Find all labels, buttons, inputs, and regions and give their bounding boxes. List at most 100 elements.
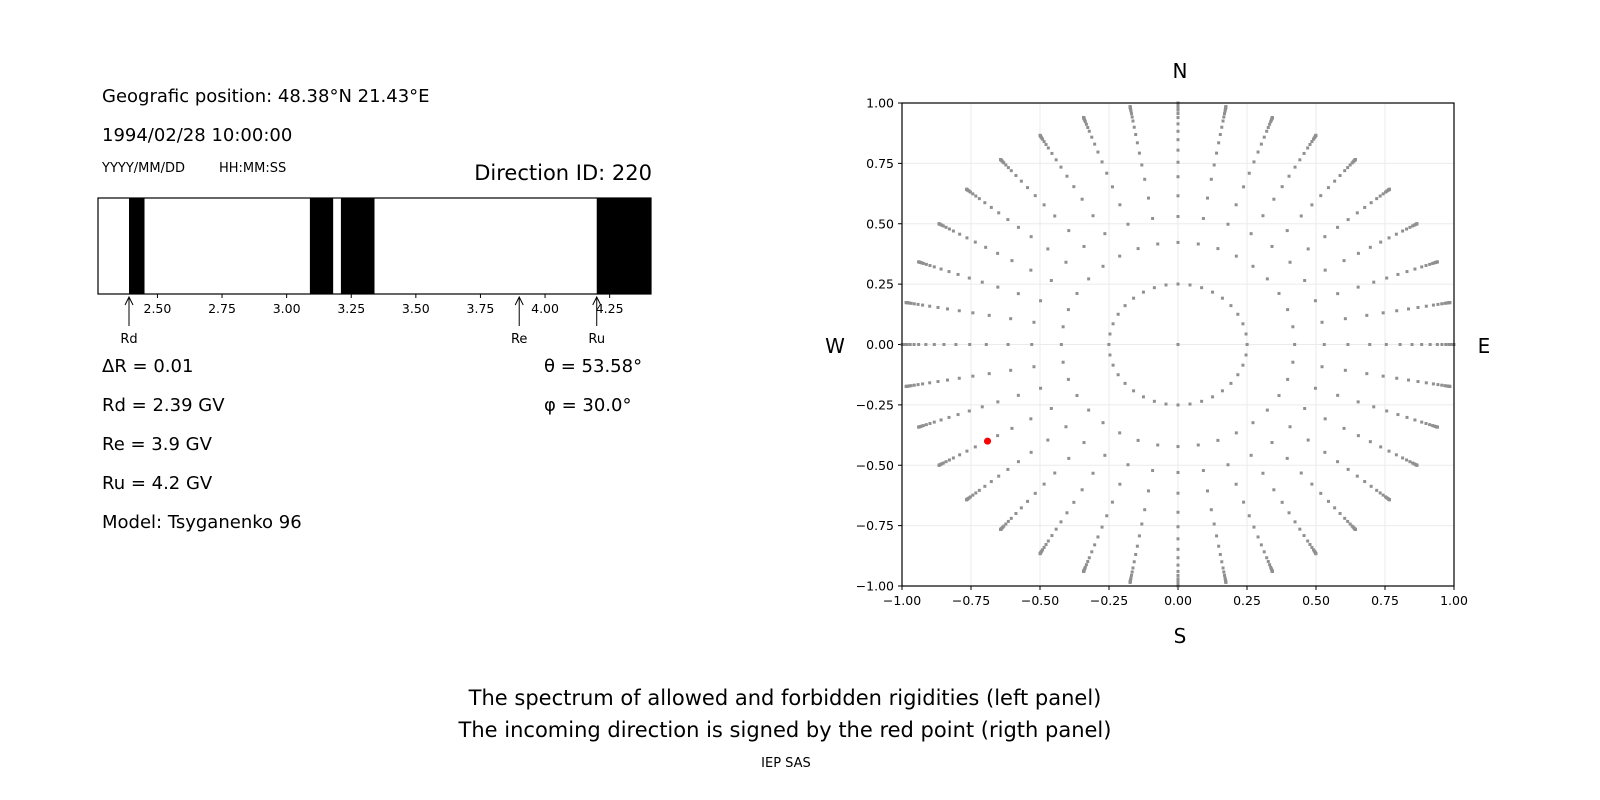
direction-point: [1141, 290, 1145, 294]
direction-point: [1266, 560, 1270, 564]
direction-point: [1381, 192, 1385, 196]
direction-point: [1033, 491, 1037, 495]
direction-point: [1030, 343, 1034, 346]
direction-point: [1293, 165, 1297, 169]
direction-point: [1176, 445, 1180, 449]
direction-point: [1303, 406, 1307, 410]
direction-point: [1033, 194, 1037, 198]
selected-direction-point: [984, 437, 992, 445]
direction-id: Direction ID: 220: [474, 161, 652, 185]
direction-point: [1323, 268, 1327, 272]
direction-point: [1236, 312, 1240, 316]
direction-point: [1176, 215, 1180, 219]
direction-point: [1006, 519, 1010, 523]
direction-point: [1082, 244, 1086, 248]
direction-point: [944, 225, 948, 229]
direction-point: [1365, 372, 1369, 376]
direction-point: [1408, 460, 1412, 464]
direction-point: [1039, 299, 1043, 303]
direction-point: [1004, 163, 1008, 167]
direction-point: [1291, 325, 1295, 329]
direction-point: [1132, 560, 1136, 564]
direction-point: [1103, 453, 1107, 457]
direction-point: [1369, 484, 1373, 488]
theta-value: θ = 53.58°: [544, 356, 643, 377]
direction-point: [921, 424, 925, 428]
direction-point: [999, 158, 1003, 162]
direction-point: [924, 423, 928, 427]
direction-point: [1126, 463, 1130, 467]
direction-point: [1123, 304, 1127, 308]
direction-point: [1372, 405, 1376, 409]
direction-point: [1415, 222, 1419, 226]
direction-point: [1369, 201, 1373, 205]
direction-point: [1249, 453, 1253, 457]
direction-point: [904, 384, 908, 388]
direction-point: [1053, 214, 1057, 218]
direction-point: [951, 229, 955, 233]
direction-point: [1042, 203, 1046, 207]
direction-point: [1140, 522, 1144, 526]
direction-point: [908, 343, 912, 346]
direction-point: [1006, 218, 1010, 222]
direction-point: [1019, 179, 1023, 183]
x-tick-label: −0.25: [1090, 593, 1128, 608]
direction-point: [1090, 135, 1094, 139]
direction-point: [1299, 214, 1303, 218]
direction-point: [1247, 514, 1251, 518]
direction-point: [1395, 376, 1399, 380]
direction-point: [1091, 214, 1095, 218]
direction-point: [1256, 150, 1260, 154]
direction-point: [936, 305, 940, 309]
direction-point: [1356, 251, 1360, 255]
direction-point: [1368, 440, 1372, 444]
direction-point: [904, 301, 908, 305]
direction-point: [957, 376, 961, 380]
compass-south: S: [1174, 624, 1187, 648]
direction-point: [1108, 332, 1112, 336]
direction-point: [1084, 122, 1088, 126]
direction-point: [954, 343, 958, 346]
direction-point: [1042, 545, 1046, 549]
direction-point: [1310, 203, 1314, 207]
direction-point: [1128, 105, 1132, 109]
direction-point: [977, 488, 981, 492]
x-tick-label: −0.50: [1021, 593, 1059, 608]
direction-point: [1059, 165, 1063, 169]
direction-point: [971, 374, 975, 378]
direction-point: [1336, 292, 1340, 296]
direction-point: [937, 463, 941, 467]
direction-point: [1251, 421, 1255, 425]
direction-point: [1135, 141, 1139, 145]
direction-point: [1396, 413, 1400, 417]
direction-point: [958, 453, 962, 457]
direction-point: [1428, 423, 1432, 427]
direction-point: [1302, 151, 1306, 155]
x-tick-label: 0.50: [1302, 593, 1330, 608]
direction-point: [1234, 482, 1238, 486]
direction-point: [1006, 343, 1010, 346]
x-tick-label: 1.00: [1440, 593, 1468, 608]
compass-north: N: [1173, 59, 1188, 83]
direction-point: [1131, 566, 1135, 570]
direction-point: [1014, 512, 1018, 516]
direction-point: [1288, 425, 1292, 429]
direction-point: [1146, 489, 1150, 493]
direction-point: [944, 460, 948, 464]
forbidden-band: [129, 198, 145, 294]
direction-point: [1128, 580, 1132, 584]
direction-point: [1378, 491, 1382, 495]
direction-point: [1201, 216, 1205, 220]
direction-point: [1401, 456, 1405, 460]
direction-point: [1244, 332, 1248, 336]
forbidden-band: [596, 198, 651, 294]
direction-point: [1436, 302, 1440, 306]
direction-point: [1242, 185, 1246, 189]
direction-point: [1385, 409, 1389, 413]
direction-point: [1261, 471, 1265, 475]
direction-point: [947, 415, 951, 419]
direction-point: [1405, 227, 1409, 231]
direction-point: [1176, 240, 1180, 244]
direction-point: [1270, 244, 1274, 248]
